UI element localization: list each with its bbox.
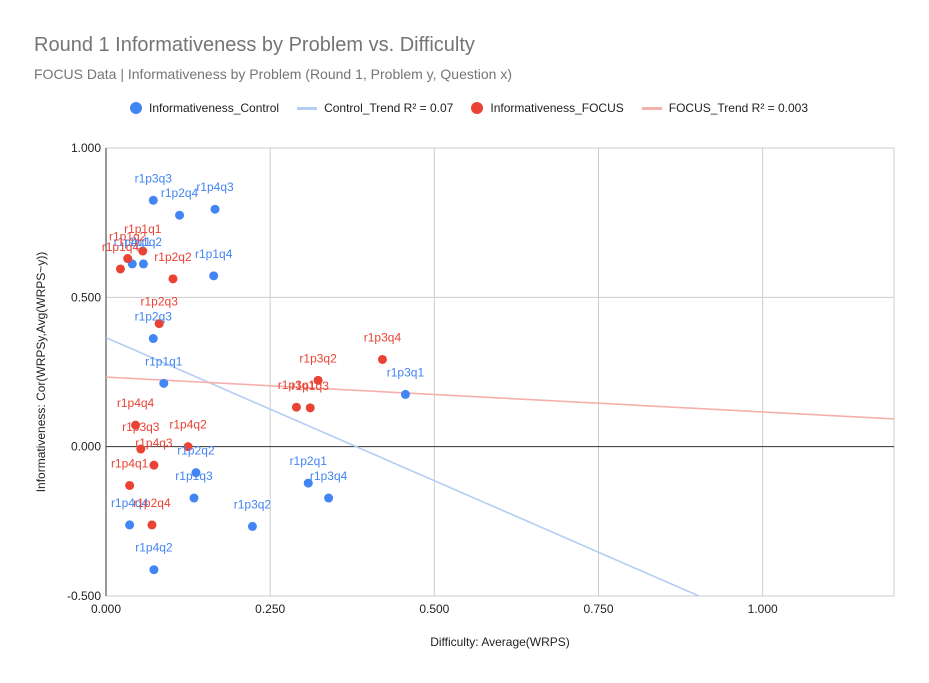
focus-point-label: r1p1q4 [102, 240, 140, 254]
control-point [247, 521, 257, 531]
focus-point-label: r1p4q4 [117, 396, 155, 410]
control-point-label: r1p3q2 [234, 497, 272, 511]
control-point [210, 204, 220, 214]
y-tick-label: 0.500 [71, 290, 101, 304]
control-point-label: r1p1q4 [195, 247, 233, 261]
control-point-label: r1p3q3 [135, 171, 173, 185]
focus-point [154, 319, 164, 329]
focus-point [168, 274, 178, 284]
focus-point [125, 480, 135, 490]
control-point-label: r1p1q1 [145, 354, 183, 368]
x-axis-title: Difficulty: Average(WRPS) [430, 635, 570, 649]
control-point [324, 493, 334, 503]
focus-point-label: r1p2q3 [141, 295, 179, 309]
focus-point-label: r1p3q1 [278, 378, 316, 392]
focus-point-label: r1p1q3 [292, 379, 330, 393]
legend-marker-control-trend [297, 106, 318, 110]
x-tick-label: 0.000 [91, 602, 121, 616]
focus-point-label: r1p3q3 [122, 420, 160, 434]
focus-point-label: r1p1q1 [124, 222, 162, 236]
focus-point [147, 520, 157, 530]
control-point-label: r1p3q4 [310, 469, 348, 483]
focus-point [123, 254, 133, 264]
grid-layer [105, 147, 895, 597]
x-tick-label: 0.750 [583, 602, 613, 616]
y-axis-title: Informativeness: Cor(WRPSy,Avg(WRPS~y)) [34, 252, 48, 493]
legend-label-focus: Informativeness_FOCUS [490, 101, 624, 115]
control-point-label: r1p4q3 [196, 180, 234, 194]
legend-item-focus-trend[interactable]: FOCUS_Trend R² = 0.003 [641, 101, 809, 115]
control-point-label: r1p2q3 [135, 310, 173, 324]
focus-point [305, 403, 315, 413]
focus-point [115, 264, 125, 274]
trend-layer [106, 336, 894, 596]
control-point-label: r1p3q1 [387, 365, 425, 379]
legend-label-control-trend: Control_Trend R² = 0.07 [324, 101, 454, 115]
focus-point-label: r1p2q2 [154, 250, 192, 264]
control-point-label: r1p2q2 [177, 444, 215, 458]
focus-point [377, 354, 387, 364]
control-point-label: r1p1q3 [175, 469, 213, 483]
tick-layer: 0.000 0.250 0.500 0.750 1.000-0.5000.0000.50… [67, 141, 778, 616]
point-layer [115, 195, 410, 575]
x-tick-label: 1.000 [748, 602, 778, 616]
control-point-label: r1p4q1 [114, 235, 152, 249]
focus-point [149, 460, 159, 470]
chart-title: Round 1 Informativeness by Problem vs. D… [34, 34, 475, 56]
label-layer: r1p3q3r1p2q4r1p4q3r1p4q1r1p1q2r1p1q4r1p2… [102, 171, 425, 554]
chart-legend: Informativeness_Control Control_Trend R²… [130, 101, 826, 115]
control-point [148, 195, 158, 205]
legend-label-focus-trend: FOCUS_Trend R² = 0.003 [668, 101, 809, 115]
control-point-label: r1p2q1 [290, 454, 328, 468]
legend-marker-focus-trend [641, 106, 662, 110]
focus-point [138, 246, 148, 256]
y-tick-label: 0.000 [71, 440, 101, 454]
focus-point-label: r1p4q2 [169, 418, 207, 432]
control-point-label: r1p1q2 [125, 235, 163, 249]
x-tick-label: 0.500 [419, 602, 449, 616]
control-trend-line [106, 336, 700, 596]
control-point [138, 259, 148, 269]
focus-point-label: r1p4q3 [135, 436, 173, 450]
control-point [189, 493, 199, 503]
focus-point [131, 420, 141, 430]
control-point [125, 520, 135, 530]
control-point-label: r1p4q4 [111, 496, 149, 510]
control-point [400, 389, 410, 399]
control-point-label: r1p2q4 [161, 186, 199, 200]
focus-trend-line [106, 376, 894, 420]
chart-subtitle: FOCUS Data | Informativeness by Problem … [34, 66, 513, 82]
focus-point [183, 442, 193, 452]
y-tick-label: 1.000 [71, 141, 101, 155]
control-point [159, 378, 169, 388]
focus-point-label: r1p3q4 [364, 330, 402, 344]
control-point-label: r1p4q2 [135, 541, 173, 555]
x-tick-label: 0.250 [255, 602, 285, 616]
y-tick-label: -0.500 [67, 589, 101, 603]
focus-point [136, 444, 146, 454]
legend-marker-control [130, 102, 142, 114]
control-point [149, 565, 159, 575]
focus-point [313, 375, 323, 385]
control-point [209, 271, 219, 281]
focus-point-label: r1p1q2 [109, 230, 147, 244]
control-point [175, 210, 185, 220]
control-point [148, 334, 158, 344]
legend-item-control-trend[interactable]: Control_Trend R² = 0.07 [297, 101, 453, 115]
focus-point-label: r1p4q1 [111, 456, 149, 470]
legend-label-control: Informativeness_Control [149, 101, 280, 115]
legend-item-focus[interactable]: Informativeness_FOCUS [471, 101, 624, 115]
legend-marker-focus [471, 102, 484, 114]
focus-point [291, 402, 301, 412]
control-point [303, 478, 313, 488]
focus-point-label: r1p3q2 [299, 351, 337, 365]
legend-item-control[interactable]: Informativeness_Control [130, 101, 279, 115]
control-point [191, 468, 201, 478]
focus-point-label: r1p2q4 [133, 496, 171, 510]
